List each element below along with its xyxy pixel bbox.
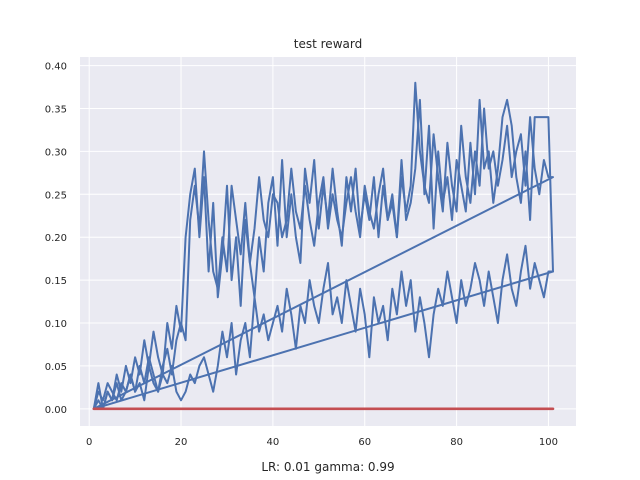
chart-title: test reward: [294, 37, 362, 51]
y-tick-label: 0.40: [45, 62, 67, 73]
x-tick-label: 60: [358, 437, 371, 448]
x-tick-label: 80: [450, 437, 463, 448]
x-axis-label: LR: 0.01 gamma: 0.99: [261, 460, 394, 474]
x-tick-label: 20: [175, 437, 188, 448]
x-tick-label: 0: [86, 437, 92, 448]
y-tick-label: 0.00: [45, 405, 67, 416]
y-tick-label: 0.15: [45, 276, 67, 287]
y-tick-label: 0.20: [45, 233, 67, 244]
y-axis-ticks: 0.00 0.05 0.10 0.15 0.20 0.25 0.30 0.35 0.40: [45, 62, 67, 416]
x-axis-ticks: 0 20 40 60 80 100: [86, 437, 558, 448]
y-tick-label: 0.05: [45, 362, 67, 373]
y-tick-label: 0.35: [45, 104, 67, 115]
series-group: [92, 81, 555, 411]
y-tick-label: 0.25: [45, 190, 67, 201]
y-tick-label: 0.10: [45, 319, 67, 330]
x-tick-label: 40: [267, 437, 280, 448]
x-tick-label: 100: [539, 437, 558, 448]
series-line-2: [92, 98, 554, 410]
series-line-3: [92, 244, 554, 410]
y-tick-label: 0.30: [45, 147, 67, 158]
plot-area: [80, 57, 576, 426]
